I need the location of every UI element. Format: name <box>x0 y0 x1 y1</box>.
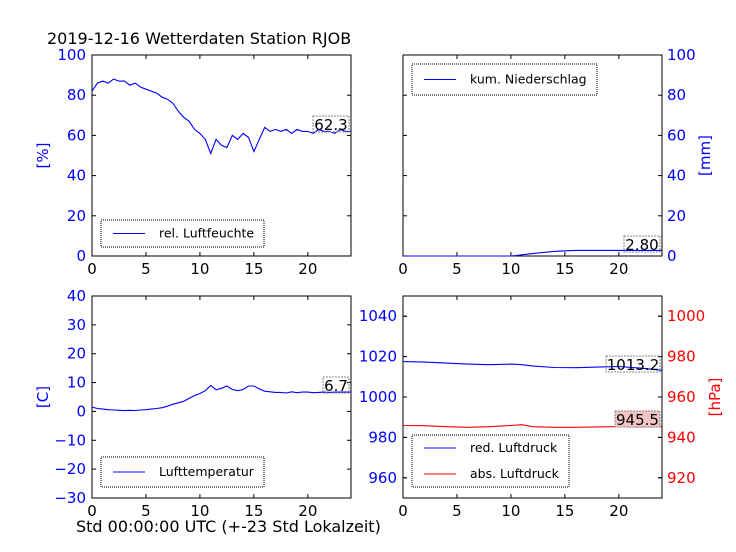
panel-top-left: 0 5 10 15 20 0 20 40 60 80 100 [%] 62.3 rel. Luftfeuc… <box>34 46 352 278</box>
y-tick-label: 80 <box>667 86 686 104</box>
figure-title: 2019-12-16 Wetterdaten Station RJOB <box>47 29 351 48</box>
legend-label: Lufttemperatur <box>159 464 255 479</box>
y-tick-label: 920 <box>667 469 696 487</box>
y-tick-label: 60 <box>667 126 686 144</box>
series-line <box>402 361 663 371</box>
y-tick-label: 1040 <box>359 307 397 325</box>
x-tick-label: 20 <box>609 260 628 278</box>
y-tick-label: 1000 <box>667 307 705 325</box>
series-line <box>403 249 662 257</box>
y-tick-label: 100 <box>57 46 86 64</box>
x-tick-label: 0 <box>398 502 408 520</box>
value-annotation-box <box>614 410 661 428</box>
y-tick-label: 1000 <box>359 388 397 406</box>
y-tick-label: 980 <box>368 428 397 446</box>
axes-frame <box>91 54 352 257</box>
y-axis-label-right: [hPa] <box>706 378 724 417</box>
y-tick-label: 80 <box>67 86 86 104</box>
panel-top-right: 0 5 10 15 20 0 20 40 60 80 100 [mm] 2.80 kum. Nieders… <box>398 46 714 278</box>
x-tick-label: 15 <box>244 502 263 520</box>
value-annotation: 2.80 <box>625 236 658 254</box>
series-line <box>91 384 351 412</box>
legend-label: abs. Luftdruck <box>470 466 560 481</box>
legend-label: kum. Niederschlag <box>470 72 587 87</box>
x-tick-label: 0 <box>87 502 97 520</box>
x-tick-label: 15 <box>244 260 263 278</box>
y-tick-label: −20 <box>54 460 86 478</box>
y-tick-label: −10 <box>54 431 86 449</box>
series-line <box>91 78 351 156</box>
legend-label: red. Luftdruck <box>470 440 558 455</box>
y-tick-label: 40 <box>67 287 86 305</box>
y-tick-label: 20 <box>67 345 86 363</box>
x-tick-label: 0 <box>87 260 97 278</box>
y-axis-label: [mm] <box>696 135 714 176</box>
legend-box <box>411 434 570 488</box>
y-tick-label: 20 <box>667 207 686 225</box>
y-tick-label: 960 <box>368 469 397 487</box>
value-annotation-box <box>623 235 661 253</box>
x-tick-label: 20 <box>609 502 628 520</box>
x-tick-label: 10 <box>190 260 209 278</box>
y-tick-label: 960 <box>667 388 696 406</box>
x-tick-label: 10 <box>501 502 520 520</box>
x-tick-label: 20 <box>298 260 317 278</box>
y-tick-label: 940 <box>667 428 696 446</box>
y-tick-label: −30 <box>54 489 86 507</box>
panel-bottom-right: 0 5 10 15 20 960 980 1000 1020 1040 920 940 960 980 10… <box>359 295 724 520</box>
y-tick-label: 40 <box>67 167 86 185</box>
y-tick-label: 40 <box>667 167 686 185</box>
value-annotation: 6.7 <box>324 377 348 395</box>
x-tick-label: 15 <box>555 260 574 278</box>
x-tick-label: 15 <box>555 502 574 520</box>
value-annotation: 62.3 <box>314 116 347 134</box>
value-annotation: 945.5 <box>616 411 659 429</box>
y-tick-label: 1020 <box>359 348 397 366</box>
value-annotation-box <box>605 355 661 373</box>
y-tick-label: 0 <box>76 402 86 420</box>
y-tick-label: 0 <box>667 247 677 265</box>
axes-frame <box>402 54 663 257</box>
x-tick-label: 0 <box>398 260 408 278</box>
legend-label: rel. Luftfeuchte <box>159 226 254 241</box>
x-tick-label: 5 <box>452 260 462 278</box>
legend-box <box>100 456 265 488</box>
x-tick-label: 5 <box>141 260 151 278</box>
y-axis-label: [%] <box>34 143 52 169</box>
y-axis-label: [C] <box>34 386 52 408</box>
x-tick-label: 5 <box>452 502 462 520</box>
y-tick-label: 10 <box>67 374 86 392</box>
axes-frame <box>91 295 352 499</box>
x-tick-label: 10 <box>190 502 209 520</box>
value-annotation-box <box>322 376 350 394</box>
x-tick-label: 5 <box>141 502 151 520</box>
y-tick-label: 60 <box>67 126 86 144</box>
value-annotation-box <box>312 115 350 133</box>
panel-bottom-left: 0 5 10 15 20 −30 −20 −10 0 10 20 30 40 [C] 6.7 Lufttemp… <box>34 287 352 520</box>
x-tick-label: 20 <box>298 502 317 520</box>
y-tick-label: 20 <box>67 207 86 225</box>
y-tick-label: 100 <box>667 46 696 64</box>
y-tick-label: 980 <box>667 348 696 366</box>
x-tick-label: 10 <box>501 260 520 278</box>
y-tick-label: 0 <box>76 247 86 265</box>
y-tick-label: 30 <box>67 316 86 334</box>
value-annotation: 1013.2 <box>607 356 660 374</box>
x-axis-label: Std 00:00:00 UTC (+-23 Std Lokalzeit) <box>76 517 381 536</box>
